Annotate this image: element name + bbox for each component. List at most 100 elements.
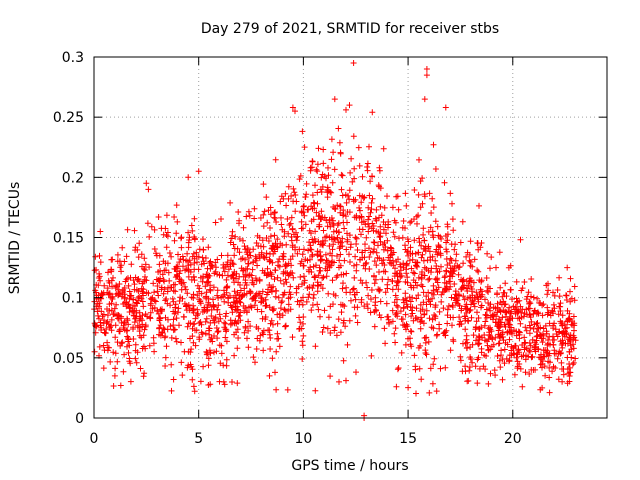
data-point	[399, 316, 406, 323]
data-point	[314, 301, 321, 308]
data-point	[189, 227, 196, 234]
data-point	[331, 166, 338, 173]
data-point	[409, 250, 416, 257]
data-point	[282, 263, 289, 270]
data-point	[388, 245, 395, 252]
data-point	[285, 183, 292, 190]
data-point	[346, 317, 353, 324]
data-point	[245, 255, 252, 261]
data-point	[335, 239, 342, 246]
data-point	[531, 339, 538, 346]
data-point	[375, 286, 382, 293]
data-point	[244, 265, 251, 272]
data-point	[348, 297, 354, 304]
data-point	[358, 296, 365, 303]
data-point	[311, 274, 318, 281]
data-point	[276, 310, 283, 317]
data-point	[261, 208, 268, 215]
data-point	[257, 332, 264, 339]
data-point	[444, 312, 451, 319]
data-point	[137, 365, 144, 372]
data-point	[139, 280, 146, 287]
data-point	[314, 279, 321, 286]
data-point	[288, 214, 295, 221]
data-point	[559, 378, 566, 385]
data-point	[436, 325, 443, 332]
data-point	[363, 234, 370, 241]
data-point	[297, 172, 304, 179]
data-point	[112, 350, 119, 357]
data-point	[313, 166, 320, 173]
data-point	[152, 298, 159, 305]
data-point	[534, 295, 541, 302]
data-point	[471, 303, 478, 310]
data-point	[511, 351, 518, 358]
data-point	[330, 149, 337, 156]
data-point	[515, 346, 522, 353]
data-point	[467, 344, 474, 351]
data-point	[299, 342, 306, 349]
data-point	[214, 335, 221, 342]
data-point	[364, 160, 371, 167]
data-point	[261, 254, 268, 261]
data-point	[151, 226, 158, 233]
data-point	[426, 389, 433, 396]
data-point	[402, 295, 409, 302]
data-point	[474, 309, 480, 316]
data-point	[418, 242, 425, 249]
data-point	[105, 277, 112, 284]
data-point	[122, 278, 129, 285]
data-points	[91, 60, 579, 421]
data-point	[434, 223, 441, 230]
data-point	[237, 282, 243, 288]
data-point	[373, 262, 380, 269]
data-point	[508, 310, 515, 317]
data-point	[554, 287, 561, 293]
data-point	[469, 298, 476, 305]
data-point	[241, 307, 248, 314]
data-point	[466, 367, 473, 374]
data-point	[322, 237, 329, 244]
data-point	[150, 340, 157, 347]
data-point	[384, 313, 391, 320]
data-point	[377, 298, 384, 305]
data-point	[290, 198, 297, 205]
data-point	[278, 221, 285, 228]
data-point	[253, 240, 260, 246]
data-point	[389, 318, 396, 325]
data-point	[300, 332, 307, 339]
data-point	[502, 339, 509, 346]
data-point	[178, 244, 185, 251]
data-point	[368, 199, 375, 206]
data-point	[399, 234, 406, 241]
data-point	[96, 315, 102, 322]
data-point	[410, 317, 417, 324]
data-point	[462, 363, 469, 370]
data-point	[349, 286, 356, 293]
data-point	[421, 237, 428, 244]
data-point	[188, 346, 195, 353]
data-point	[389, 286, 396, 293]
data-point	[481, 352, 488, 359]
data-point	[287, 283, 294, 290]
data-point	[533, 320, 540, 327]
data-point	[274, 330, 281, 337]
data-point	[571, 327, 577, 334]
data-point	[320, 324, 327, 331]
data-point	[237, 309, 244, 316]
data-point	[283, 279, 290, 286]
data-point	[497, 335, 503, 341]
y-tick-label: 0	[75, 411, 84, 427]
data-point	[130, 308, 137, 315]
data-point	[290, 274, 297, 281]
data-point	[292, 108, 298, 115]
data-point	[187, 261, 194, 268]
data-point	[420, 231, 427, 238]
data-point	[267, 251, 273, 257]
data-point	[566, 310, 573, 317]
data-point	[497, 308, 504, 315]
data-point	[212, 268, 219, 275]
data-point	[422, 350, 429, 356]
data-point	[362, 221, 369, 228]
data-point	[308, 218, 315, 225]
